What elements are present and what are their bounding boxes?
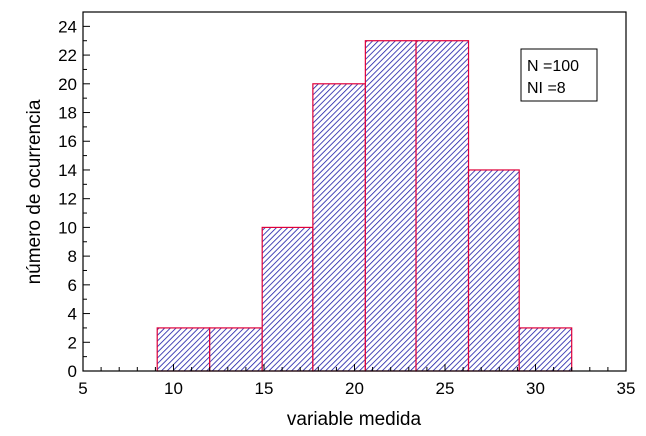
y-tick-label: 16 — [58, 132, 77, 151]
x-tick-label: 5 — [78, 379, 87, 398]
y-tick-label: 2 — [68, 333, 77, 352]
bars-group — [156, 40, 573, 372]
x-tick-label: 15 — [255, 379, 274, 398]
y-tick-label: 18 — [58, 104, 77, 123]
histogram-bar-7 — [467, 169, 520, 372]
histogram-bar-5 — [364, 40, 417, 372]
x-tick-label: 30 — [526, 379, 545, 398]
axis-ticks — [82, 25, 627, 372]
y-tick-label: 8 — [68, 247, 77, 266]
y-tick-label: 0 — [68, 362, 77, 381]
y-tick-label: 22 — [58, 46, 77, 65]
x-axis-title: variable medida — [287, 409, 422, 430]
legend-box: N =100 NI =8 — [520, 48, 598, 102]
histogram-bar-3 — [261, 226, 314, 372]
histogram-bar-4 — [312, 83, 366, 372]
histogram-bar-1 — [156, 327, 211, 372]
y-tick-label: 20 — [58, 75, 77, 94]
legend-n-total: N =100 — [527, 58, 579, 75]
y-tick-label: 10 — [58, 218, 77, 237]
legend-n-intervals: NI =8 — [527, 80, 566, 97]
y-tick-label: 6 — [68, 276, 77, 295]
histogram-bar-6 — [415, 40, 470, 372]
x-tick-label: 10 — [164, 379, 183, 398]
y-tick-label: 24 — [58, 17, 77, 36]
x-tick-label: 35 — [617, 379, 636, 398]
x-tick-label: 20 — [345, 379, 364, 398]
y-tick-label: 14 — [58, 161, 77, 180]
x-tick-label: 25 — [436, 379, 455, 398]
y-tick-label: 12 — [58, 190, 77, 209]
y-axis-title: número de ocurrencia — [24, 99, 45, 284]
histogram-bar-8 — [518, 327, 573, 372]
histogram-bar-2 — [209, 327, 263, 372]
legend-frame — [520, 48, 598, 102]
y-tick-label: 4 — [68, 305, 77, 324]
